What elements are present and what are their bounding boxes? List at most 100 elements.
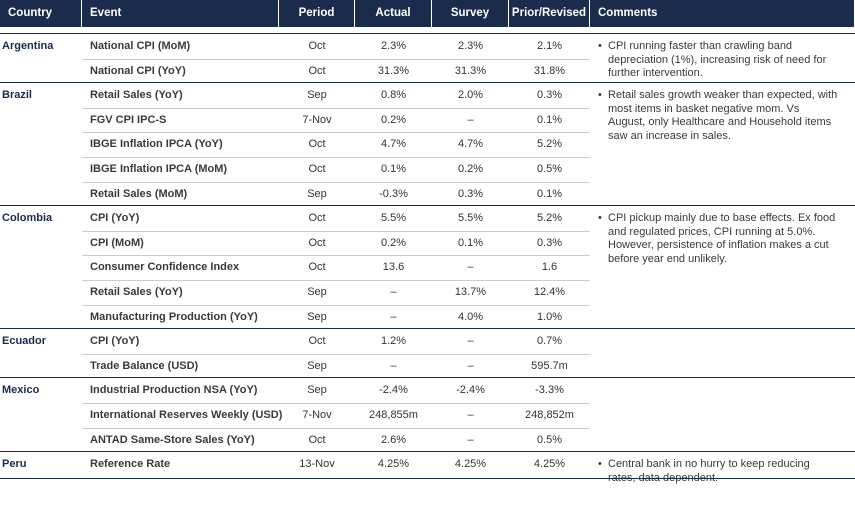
value-cell: 0.5% [536,433,563,446]
header-cell: Event [82,0,279,27]
event: Industrial Production NSA (YoY) [90,384,258,397]
comment: CPI pickup mainly due to base effects. E… [598,212,838,266]
country: Brazil [2,89,32,102]
event: Manufacturing Production (YoY) [90,310,258,323]
value-cell: – [467,261,474,274]
value-cell: 0.2% [380,236,407,249]
event: Reference Rate [90,458,171,471]
value-cell: 7-Nov [302,409,332,421]
country: Peru [2,458,27,471]
value-cell: 5.5% [380,212,407,225]
value-cell: 2.0% [457,89,484,102]
event: ANTAD Same-Store Sales (YoY) [90,433,255,446]
value-cell: 13.7% [454,286,487,298]
event: CPI (YoY) [90,212,140,225]
group-divider [0,327,855,330]
value-cell: 4.25% [454,458,487,471]
value-cell: Oct [308,433,326,446]
value-cell: 0.1% [536,187,563,200]
country: Ecuador [2,335,47,348]
row-divider [82,255,590,257]
header-cell: Comments [590,0,855,27]
group-divider [0,32,855,34]
event: FGV CPI IPC-S [90,113,167,126]
comment: Central bank in no hurry to keep reducin… [598,458,838,485]
header-cell: Country [0,0,82,27]
header-cell: Period [279,0,355,27]
value-cell: Sep [307,310,327,323]
table-bottom [0,477,855,480]
group-divider [0,450,855,453]
value-cell: 0.7% [536,335,563,348]
row-divider [82,230,590,232]
value-cell: 13-Nov [299,458,335,471]
row-divider [82,157,590,158]
value-cell: Oct [308,64,326,77]
row-divider [82,58,590,60]
group-divider [0,376,855,379]
value-cell: 0.8% [380,89,407,102]
country: Argentina [2,40,54,52]
value-cell: – [467,113,474,126]
value-cell: -2.4% [456,384,485,397]
value-cell: 31.3% [377,64,410,77]
comment: Retail sales growth weaker than expected… [598,89,838,143]
value-cell: 0.3% [536,89,563,102]
country: Colombia [2,212,53,225]
value-cell: – [390,286,397,298]
value-cell: – [467,335,474,348]
value-cell: – [390,359,397,372]
value-cell: Sep [307,359,327,372]
header-cell: Prior/Revised [509,0,590,27]
value-cell: 31.8% [533,64,566,77]
comment: CPI running faster than crawling band de… [598,40,838,81]
value-cell: 13.6 [382,261,405,274]
row-divider [82,304,590,306]
value-cell: Sep [307,89,327,102]
value-cell: – [467,433,474,446]
row-divider [82,181,590,183]
value-cell: 1.2% [380,335,407,348]
value-cell: 12.4% [533,286,566,298]
row-divider [82,107,590,109]
event: Retail Sales (YoY) [90,286,183,298]
value-cell: Sep [307,384,327,397]
value-cell: 4.7% [380,138,407,151]
value-cell: -3.3% [535,384,564,397]
value-cell: 0.5% [536,163,563,175]
event: CPI (YoY) [90,335,140,348]
value-cell: – [467,359,474,372]
value-cell: 4.25% [377,458,410,471]
value-cell: 4.25% [533,458,566,471]
value-cell: 0.1% [536,113,563,126]
value-cell: 0.3% [536,236,563,249]
value-cell: Oct [308,335,326,348]
value-cell: -2.4% [379,384,408,397]
value-cell: Oct [308,212,326,225]
value-cell: Oct [308,40,326,52]
value-cell: 4.7% [457,138,484,151]
value-cell: -0.3% [379,187,408,200]
value-cell: 0.1% [380,163,407,175]
value-cell: Oct [308,236,326,249]
event: Trade Balance (USD) [90,359,199,372]
value-cell: – [390,310,397,323]
header-cell: Survey [432,0,509,27]
value-cell: Sep [307,187,327,200]
value-cell: 1.6 [541,261,558,274]
event: International Reserves Weekly (USD) [90,409,283,421]
value-cell: 5.5% [457,212,484,225]
value-cell: 248,855m [369,409,418,421]
country: Mexico [2,384,40,397]
event: National CPI (YoY) [90,64,186,77]
value-cell: 2.6% [380,433,407,446]
group-divider [0,204,855,207]
value-cell: 1.0% [536,310,563,323]
event: Consumer Confidence Index [90,261,240,274]
value-cell: Oct [308,261,326,274]
value-cell: Oct [308,138,326,151]
row-divider [82,427,590,429]
event: CPI (MoM) [90,236,144,249]
value-cell: 2.3% [457,40,484,52]
